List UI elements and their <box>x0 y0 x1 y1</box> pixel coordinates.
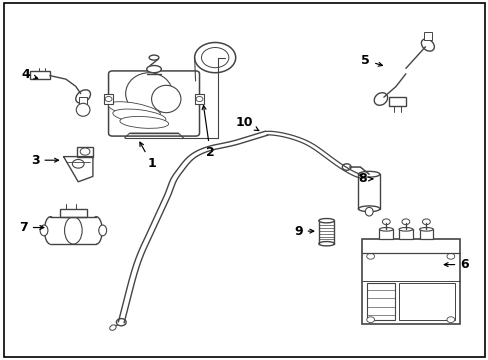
Text: 1: 1 <box>140 142 156 170</box>
Text: 3: 3 <box>31 154 59 167</box>
Circle shape <box>80 148 90 155</box>
Text: 5: 5 <box>361 54 382 67</box>
Text: 7: 7 <box>19 221 44 234</box>
Ellipse shape <box>373 93 387 105</box>
Ellipse shape <box>398 228 412 231</box>
Circle shape <box>446 317 454 323</box>
Bar <box>77 147 93 157</box>
Ellipse shape <box>125 73 172 114</box>
Circle shape <box>342 164 350 170</box>
Circle shape <box>116 319 126 326</box>
Circle shape <box>194 42 235 73</box>
Circle shape <box>72 159 84 168</box>
Ellipse shape <box>318 219 334 223</box>
FancyBboxPatch shape <box>108 71 199 136</box>
Ellipse shape <box>318 242 334 246</box>
Bar <box>379 229 392 239</box>
Bar <box>398 283 454 320</box>
Bar <box>194 94 204 104</box>
Ellipse shape <box>382 219 389 225</box>
Text: 10: 10 <box>235 116 258 131</box>
Text: 8: 8 <box>358 172 372 185</box>
Ellipse shape <box>40 225 48 236</box>
Circle shape <box>105 96 112 102</box>
Ellipse shape <box>120 116 168 129</box>
Ellipse shape <box>401 219 409 225</box>
Text: 6: 6 <box>443 258 468 271</box>
Circle shape <box>196 96 203 102</box>
Circle shape <box>366 253 374 259</box>
Bar <box>361 239 459 324</box>
Circle shape <box>366 317 374 323</box>
Ellipse shape <box>113 109 165 123</box>
Ellipse shape <box>419 228 432 231</box>
Text: 4: 4 <box>21 68 38 81</box>
Ellipse shape <box>358 171 379 177</box>
Ellipse shape <box>76 103 90 116</box>
Bar <box>398 229 412 239</box>
Text: 2: 2 <box>202 105 214 159</box>
Circle shape <box>446 253 454 259</box>
Ellipse shape <box>379 228 392 231</box>
Ellipse shape <box>358 206 379 212</box>
Bar <box>388 97 406 106</box>
Bar <box>419 229 432 239</box>
Ellipse shape <box>99 225 106 236</box>
Bar <box>103 94 113 104</box>
Ellipse shape <box>149 55 159 60</box>
Ellipse shape <box>422 219 429 225</box>
Bar <box>60 209 87 217</box>
Ellipse shape <box>109 325 116 330</box>
Ellipse shape <box>365 207 372 216</box>
Ellipse shape <box>90 217 102 244</box>
Bar <box>30 71 50 79</box>
Ellipse shape <box>64 217 82 244</box>
Bar <box>79 97 87 104</box>
Bar <box>50 217 96 244</box>
Bar <box>423 32 431 40</box>
Text: 9: 9 <box>293 225 313 238</box>
Ellipse shape <box>421 39 433 51</box>
Bar <box>366 283 394 320</box>
Ellipse shape <box>108 102 160 118</box>
Ellipse shape <box>146 66 161 73</box>
Ellipse shape <box>151 85 181 113</box>
Circle shape <box>201 48 228 68</box>
Ellipse shape <box>76 90 90 103</box>
Ellipse shape <box>44 217 56 244</box>
